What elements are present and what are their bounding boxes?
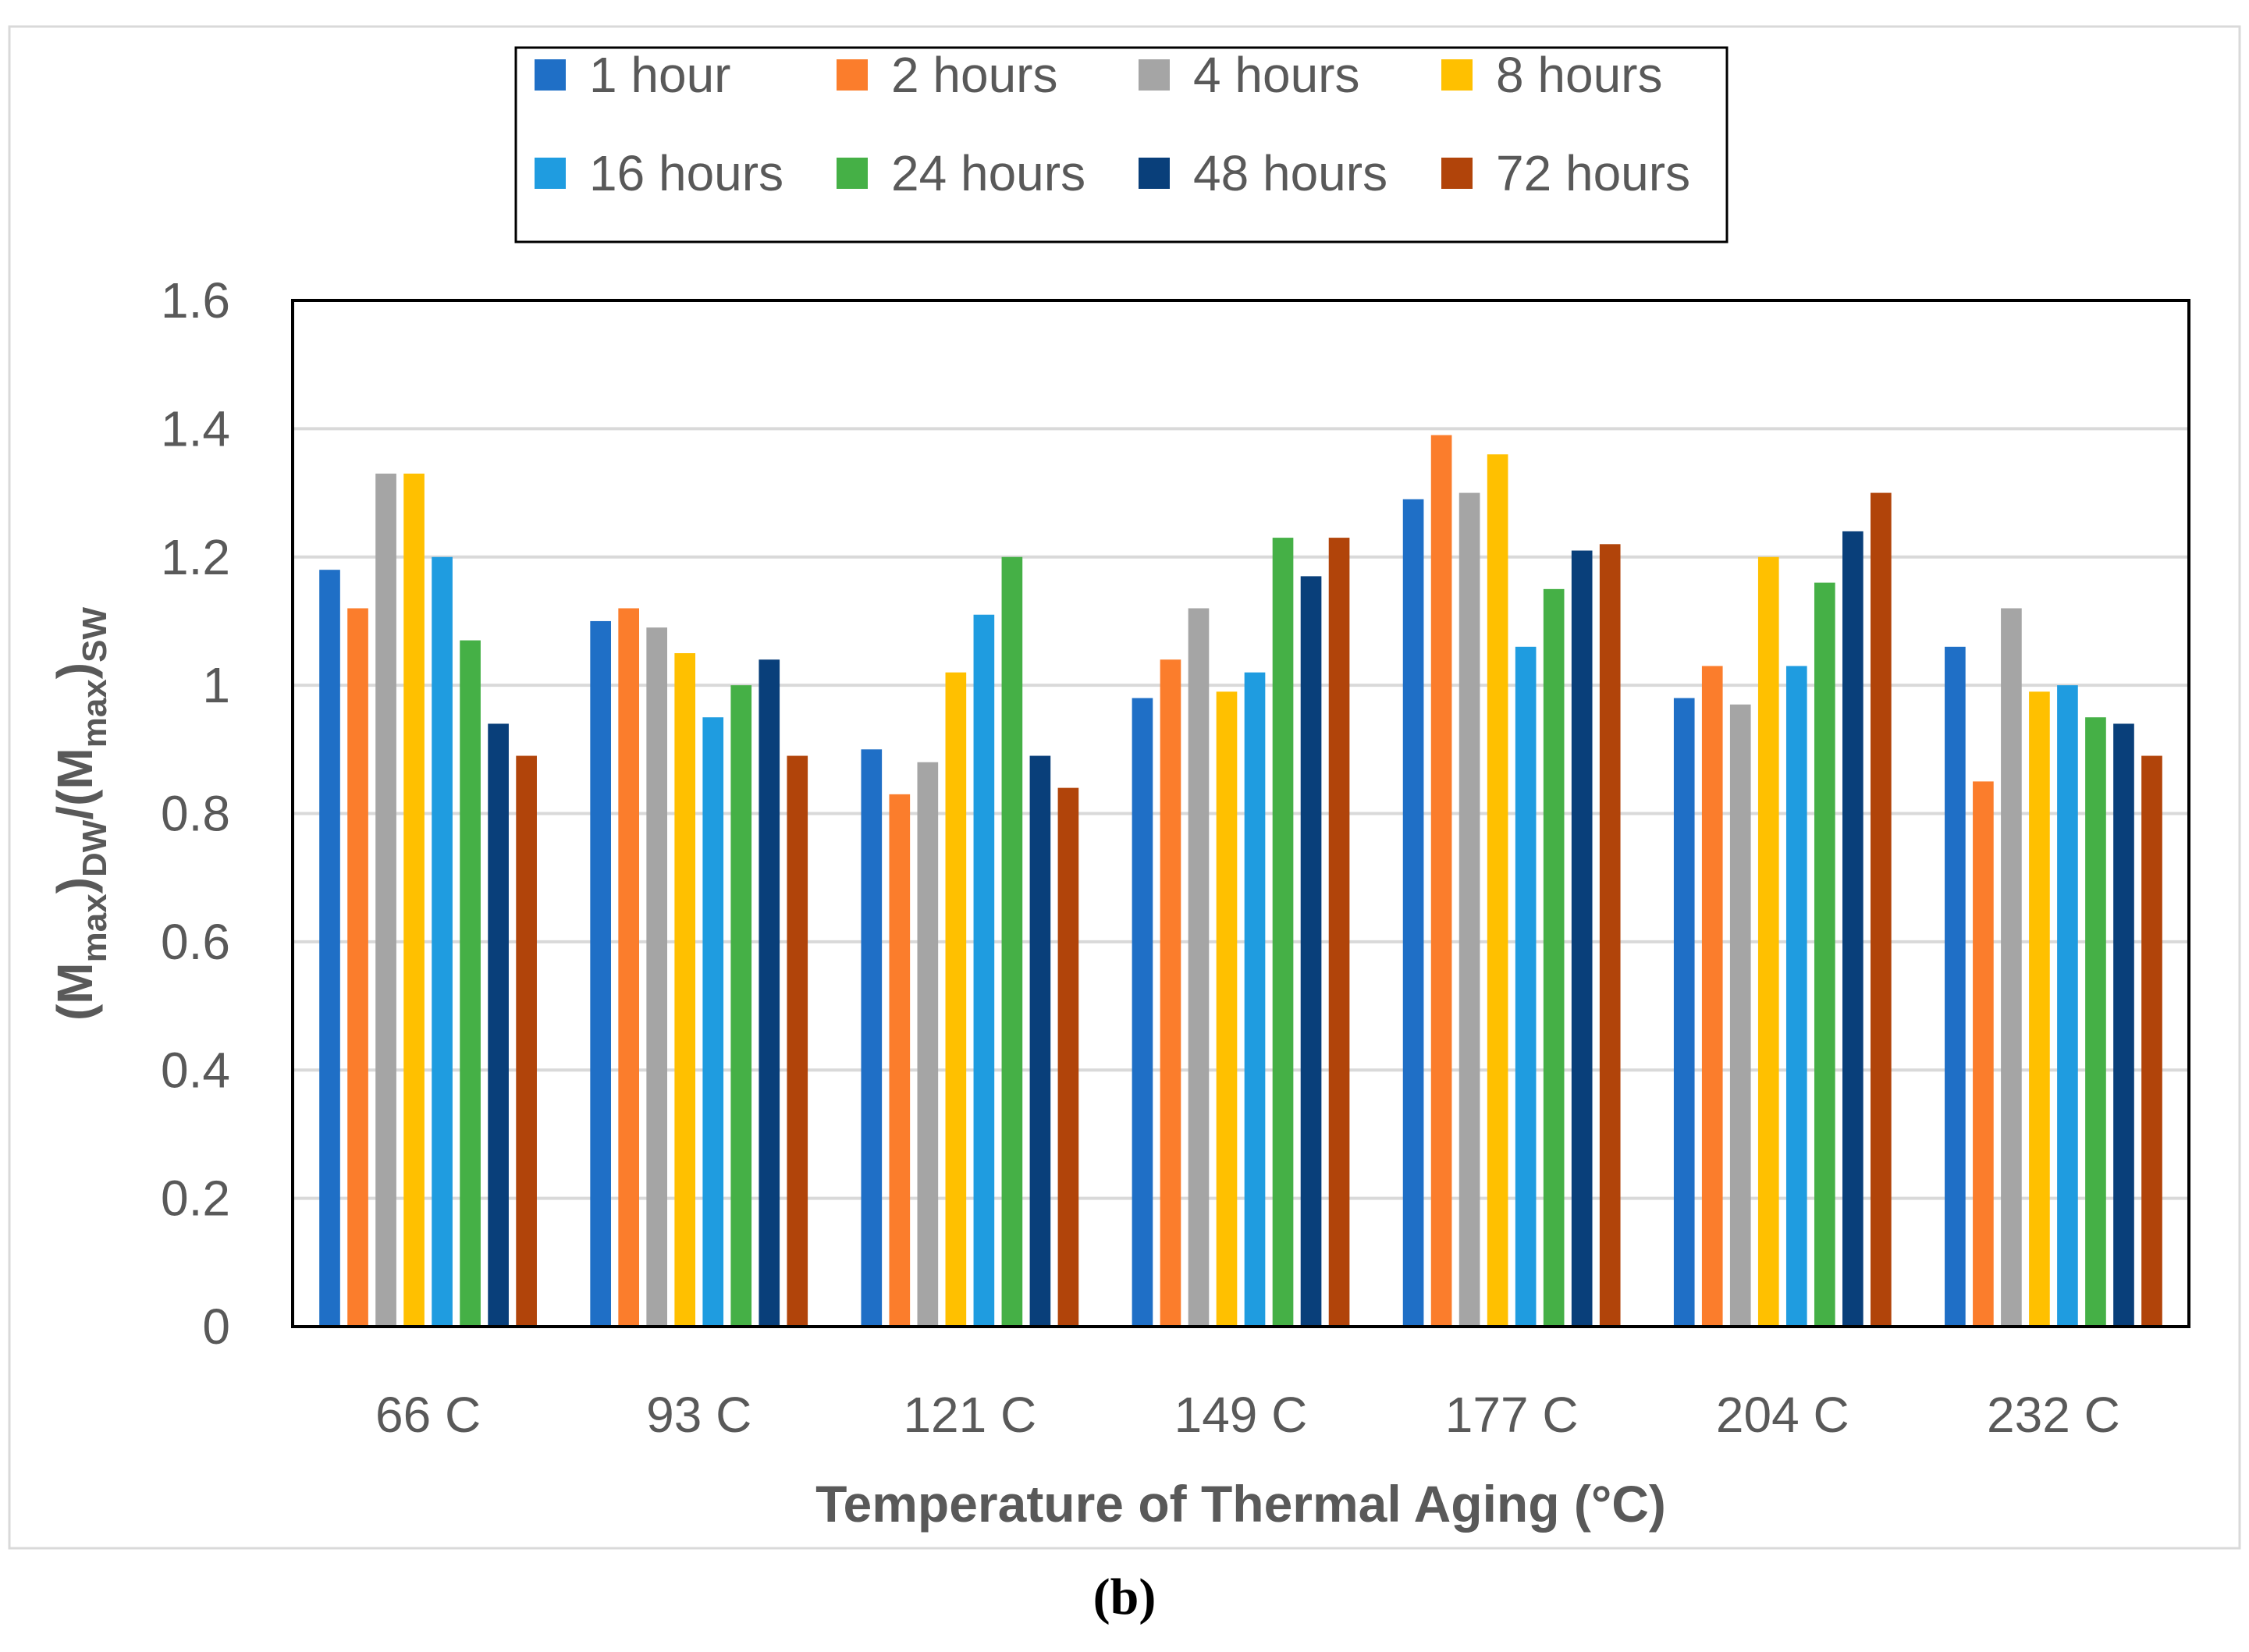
legend-label: 8 hours: [1496, 47, 1662, 103]
bar: [787, 755, 808, 1327]
bars: [319, 435, 2162, 1327]
bar: [646, 627, 668, 1327]
x-tick-label: 204 C: [1716, 1387, 1849, 1443]
bar: [2029, 691, 2050, 1327]
y-tick-label: 1.4: [161, 400, 230, 457]
legend-swatch: [837, 158, 868, 189]
bar: [1729, 704, 1751, 1327]
x-tick-label: 232 C: [1987, 1387, 2120, 1443]
bar: [1188, 608, 1210, 1327]
bar: [375, 473, 396, 1327]
legend-label: 4 hours: [1193, 47, 1359, 103]
bar: [1132, 698, 1153, 1327]
y-tick-label: 1.6: [161, 272, 230, 329]
bar: [973, 614, 995, 1327]
legend-label: 72 hours: [1496, 145, 1690, 201]
x-tick-label: 177 C: [1445, 1387, 1579, 1443]
legend: 1 hour 2 hours 4 hours 8 hours 16 hours 24 ho…: [514, 46, 1728, 243]
bar: [1973, 781, 1994, 1327]
bar: [347, 608, 368, 1327]
x-axis-label: Temperature of Thermal Aging (°C): [815, 1475, 1666, 1533]
y-tick-label: 1: [202, 657, 230, 713]
bar: [1430, 435, 1452, 1327]
bar: [674, 653, 696, 1327]
bar: [759, 659, 780, 1327]
x-tick-labels: 66 C 93 C 121 C 149 C 177 C 204 C 232 C: [375, 1387, 2120, 1443]
bar: [319, 570, 340, 1327]
legend-label: 1 hour: [589, 47, 730, 103]
y-tick-label: 0.8: [161, 786, 230, 842]
x-tick-label: 149 C: [1174, 1387, 1308, 1443]
bar: [403, 473, 425, 1327]
bar: [1842, 531, 1864, 1327]
y-tick-label: 0: [202, 1299, 230, 1355]
legend-label: 2 hours: [891, 47, 1057, 103]
x-tick-label: 66 C: [375, 1387, 481, 1443]
y-tick-label: 0.2: [161, 1171, 230, 1227]
bar: [1272, 538, 1294, 1327]
y-tick-labels: 0 0.2 0.4 0.6 0.8 1 1.2 1.4 1.6: [161, 272, 230, 1355]
bar: [1871, 492, 1892, 1327]
legend-label: 24 hours: [891, 145, 1085, 201]
legend-swatch: [535, 59, 566, 91]
y-tick-label: 1.2: [161, 529, 230, 585]
bar: [1300, 576, 1322, 1327]
legend-swatch: [535, 158, 566, 189]
legend-swatch: [1441, 59, 1473, 91]
bar: [1785, 666, 1807, 1327]
bar: [702, 717, 724, 1327]
bar: [730, 685, 752, 1327]
bar: [945, 672, 967, 1327]
bar: [488, 723, 509, 1327]
bar: [1244, 672, 1266, 1327]
bar: [1216, 691, 1238, 1327]
bar: [1402, 499, 1424, 1327]
bar: [1057, 787, 1079, 1327]
bar: [1487, 454, 1508, 1327]
bar: [1571, 550, 1593, 1327]
y-tick-label: 0.4: [161, 1042, 230, 1098]
bar: [1757, 556, 1779, 1327]
bar: [2085, 717, 2106, 1327]
bar: [460, 640, 481, 1327]
y-tick-label: 0.6: [161, 914, 230, 970]
bar: [1001, 556, 1023, 1327]
bar: [432, 556, 453, 1327]
legend-swatch: [837, 59, 868, 91]
bar: [1515, 646, 1537, 1327]
legend-label: 16 hours: [589, 145, 783, 201]
figure-frame: [8, 25, 2241, 1550]
x-tick-label: 93 C: [646, 1387, 751, 1443]
legend-swatch: [1139, 158, 1170, 189]
x-tick-label: 121 C: [903, 1387, 1036, 1443]
legend-swatch: [1139, 59, 1170, 91]
legend-swatch: [1441, 158, 1473, 189]
legend-label: 48 hours: [1193, 145, 1387, 201]
bar: [1673, 698, 1695, 1327]
bar: [1945, 646, 1966, 1327]
bar: [590, 620, 611, 1327]
bar: [1701, 666, 1723, 1327]
legend-frame: [514, 46, 1728, 243]
bar: [1599, 544, 1621, 1327]
bar: [2001, 608, 2022, 1327]
bar: [2113, 723, 2134, 1327]
bar: [516, 755, 537, 1327]
bar: [1814, 582, 1835, 1327]
y-axis-label: (Mmax)DW/(Mmax)SW: [47, 607, 114, 1021]
bar: [889, 794, 911, 1327]
bar: [618, 608, 640, 1327]
bar: [1458, 492, 1480, 1327]
bar: [1160, 659, 1181, 1327]
bar: [1328, 538, 1350, 1327]
bar: [917, 762, 939, 1327]
bar: [1543, 588, 1565, 1327]
bar: [861, 749, 883, 1327]
figure-caption: (b): [1093, 1569, 1156, 1625]
bar: [2057, 685, 2078, 1327]
plot-area-frame: [291, 299, 2190, 1328]
bar: [1029, 755, 1051, 1327]
bar: [2141, 755, 2162, 1327]
